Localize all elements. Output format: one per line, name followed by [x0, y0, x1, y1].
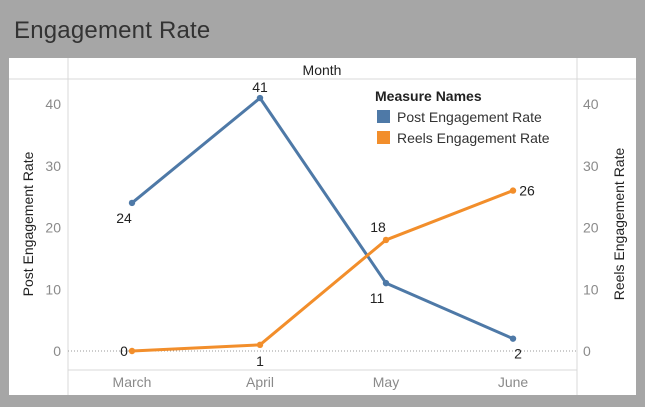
- right-tick-label: 40: [583, 96, 599, 112]
- x-tick-label: April: [246, 374, 274, 390]
- data-label-reels: 0: [120, 343, 128, 359]
- data-label-reels: 18: [370, 219, 386, 235]
- data-label-post: 41: [252, 79, 268, 95]
- data-label-post: 2: [514, 346, 522, 362]
- data-point-post[interactable]: [382, 279, 390, 287]
- legend-swatch-reels: [377, 131, 390, 144]
- x-tick-label: May: [373, 374, 399, 390]
- data-point-reels[interactable]: [256, 341, 264, 349]
- legend-swatch-post: [377, 110, 390, 123]
- legend-title: Measure Names: [375, 88, 482, 104]
- left-axis-title: Post Engagement Rate: [20, 151, 36, 296]
- left-tick-label: 20: [45, 220, 61, 236]
- left-tick-label: 30: [45, 158, 61, 174]
- left-tick-label: 10: [45, 281, 61, 297]
- data-point-post[interactable]: [509, 335, 517, 342]
- data-label-post: 24: [116, 210, 132, 226]
- x-tick-label: June: [498, 374, 529, 390]
- right-tick-label: 30: [583, 158, 599, 174]
- right-tick-label: 20: [583, 220, 599, 236]
- data-label-reels: 1: [256, 353, 264, 369]
- data-label-reels: 26: [519, 183, 535, 199]
- left-tick-label: 0: [53, 343, 61, 359]
- left-tick-label: 40: [45, 96, 61, 112]
- left-axis-ticks: 0 10 20 30 40: [45, 96, 61, 359]
- chart-title: Engagement Rate: [14, 17, 211, 44]
- column-header: Month: [303, 62, 342, 78]
- data-label-post: 11: [370, 290, 385, 306]
- right-tick-label: 0: [583, 343, 591, 359]
- x-tick-label: March: [113, 374, 152, 390]
- series-line-reels: [131, 189, 514, 353]
- x-axis-ticks: March April May June: [113, 374, 529, 390]
- data-point-post[interactable]: [256, 94, 264, 102]
- legend-label-post[interactable]: Post Engagement Rate: [397, 109, 542, 125]
- legend[interactable]: Measure Names Post Engagement Rate Reels…: [375, 88, 550, 146]
- legend-label-reels[interactable]: Reels Engagement Rate: [397, 130, 550, 146]
- right-axis-ticks: 0 10 20 30 40: [583, 96, 599, 359]
- data-point-reels[interactable]: [382, 236, 390, 244]
- right-axis-title: Reels Engagement Rate: [611, 148, 627, 301]
- data-point-reels[interactable]: [509, 187, 517, 194]
- series-layer: 24 41 11 2 0 1 18 26: [116, 79, 535, 369]
- series-line-post: [131, 96, 514, 341]
- data-point-reels[interactable]: [128, 347, 136, 355]
- right-tick-label: 10: [583, 281, 599, 297]
- chart-frame: [9, 58, 636, 395]
- data-point-post[interactable]: [128, 199, 136, 207]
